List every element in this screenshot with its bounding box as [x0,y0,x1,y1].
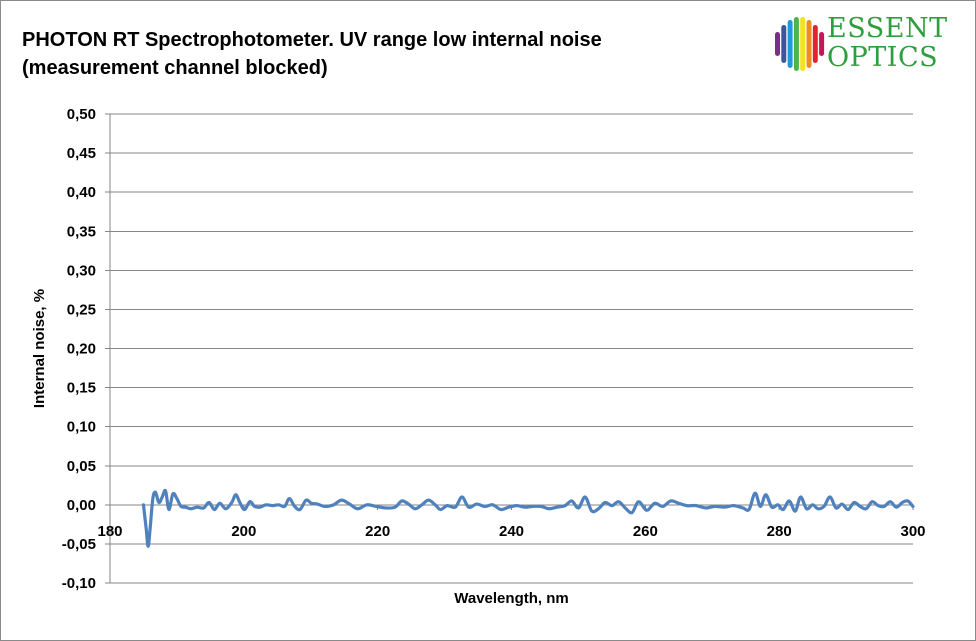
y-tick-label: 0,20 [67,341,96,358]
logo-text: ESSENT OPTICS [827,14,948,72]
y-tick-label: 0,30 [67,262,96,279]
logo-text-line-1: ESSENT [827,13,948,44]
logo-stripe [781,25,787,63]
y-tick-label: 0,00 [67,497,96,514]
series-line-internal-noise [141,488,915,548]
logo-stripes-icon [775,17,825,71]
x-tick-label: 300 [900,523,925,540]
y-tick-label: 0,40 [67,184,96,201]
x-tick-label: 260 [633,523,658,540]
x-tick-label: 200 [231,523,256,540]
y-tick-label: 0,45 [67,145,96,162]
logo-stripe [819,32,825,56]
y-tick-label: 0,05 [67,458,96,475]
y-tick-label: -0,10 [62,575,96,592]
logo-stripe [787,20,793,68]
x-tick-label: 280 [767,523,792,540]
x-tick-label: 240 [499,523,524,540]
y-tick-label: 0,50 [67,106,96,123]
logo-text-line-2: OPTICS [827,42,939,73]
x-axis-label: Wavelength, nm [454,590,568,607]
logo-stripe [800,17,806,71]
y-tick-label: 0,15 [67,380,96,397]
x-tick-label: 220 [365,523,390,540]
y-tick-label: 0,10 [67,419,96,436]
logo-stripe [812,25,818,63]
logo-stripe [775,32,780,56]
chart-title-line-1: PHOTON RT Spectrophotometer. UV range lo… [22,29,602,51]
y-tick-label: 0,25 [67,301,96,318]
essent-optics-logo: ESSENT OPTICS [770,12,966,76]
chart-title: PHOTON RT Spectrophotometer. UV range lo… [22,26,722,82]
logo-stripe [793,17,799,71]
y-tick-label: -0,05 [62,536,96,553]
y-tick-label: 0,35 [67,223,96,240]
chart-title-line-2: (measurement channel blocked) [22,57,328,79]
y-axis-label: Internal noise, % [31,289,48,408]
x-tick-label: 180 [97,523,122,540]
logo-stripe [806,20,812,68]
